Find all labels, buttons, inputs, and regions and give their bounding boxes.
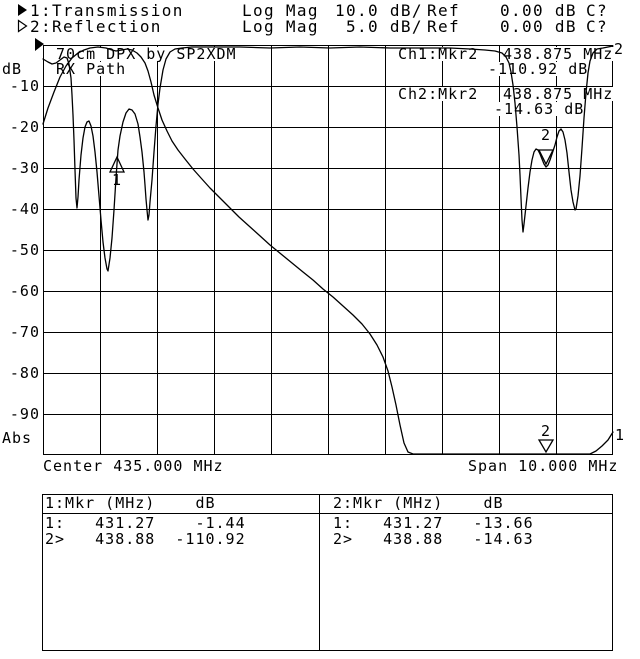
ch2-ref-value: 0.00 dB (500, 17, 577, 36)
marker-table2-row: 2> 438.88 -14.63 (333, 530, 534, 548)
marker2-number-reflection: 2 (541, 126, 552, 144)
ch2-marker-readout-name: Ch2:Mkr2 (398, 85, 479, 103)
y-axis-abs-label: Abs (2, 429, 33, 447)
y-tick-label: -90 (9, 405, 40, 423)
graph-title-line2: RX Path (56, 60, 127, 78)
marker-table1-row: 2> 438.88 -110.92 (45, 530, 246, 548)
ch1-title: 1:Transmission (30, 1, 184, 20)
reflection-trace (42, 45, 614, 272)
ch1-marker-readout-name: Ch1:Mkr2 (398, 45, 479, 63)
y-tick-label: -80 (9, 364, 40, 382)
marker1-triangle-icon (108, 155, 126, 173)
y-tick-label: -20 (9, 118, 40, 136)
ch1-ref-value: 0.00 dB (500, 1, 577, 20)
center-frequency-label: Center 435.000 MHz (43, 457, 224, 475)
trace1-end-label: 1 (615, 426, 626, 444)
ch1-format: Log Mag (242, 1, 319, 20)
ch1-ref-label: Ref (427, 1, 460, 20)
ch2-format: Log Mag (242, 17, 319, 36)
marker-table2-row: 1: 431.27 -13.66 (333, 514, 534, 532)
y-tick-label: -70 (9, 323, 40, 341)
y-axis-unit-label: dB (2, 60, 23, 78)
ch2-title: 2:Reflection (30, 17, 162, 36)
span-frequency-label: Span 10.000 MHz (468, 457, 619, 475)
y-tick-label: -30 (9, 159, 40, 177)
marker2-reflection-triangle-icon (537, 149, 555, 166)
ch2-marker-readout-freq: 438.875 MHz (503, 85, 614, 103)
ch1-marker-readout-freq: 438.875 MHz (503, 45, 614, 63)
y-tick-label: -50 (9, 241, 40, 259)
ch2-scale: 5.0 dB/ (346, 17, 423, 36)
ch2-marker-readout-value: -14.63 dB (494, 100, 585, 118)
marker-table1-row: 1: 431.27 -1.44 (45, 514, 246, 532)
ch2-cal-status: C? (586, 17, 608, 36)
graph-title-line1: 70cm DPX by SP2XDM (56, 45, 237, 63)
ch1-scale: 10.0 dB/ (335, 1, 423, 20)
channel2-arrow-icon (17, 19, 28, 33)
channel1-active-arrow-icon (18, 4, 27, 16)
marker1-number: 1 (112, 171, 123, 189)
marker2-number-transmission: 2 (541, 422, 552, 440)
marker2-transmission-triangle-icon (537, 439, 555, 454)
trace2-end-label: 2 (614, 40, 625, 58)
y-tick-label: -60 (9, 282, 40, 300)
marker-table1-header: 1:Mkr (MHz) dB (45, 494, 216, 512)
ch1-cal-status: C? (586, 1, 608, 20)
ch1-marker-readout-value: -110.92 dB (488, 60, 589, 78)
y-tick-label: -10 (9, 77, 40, 95)
reference-level-arrow-icon (35, 38, 44, 51)
ch2-ref-label: Ref (427, 17, 460, 36)
marker-table2-header: 2:Mkr (MHz) dB (333, 494, 504, 512)
y-tick-label: -40 (9, 200, 40, 218)
